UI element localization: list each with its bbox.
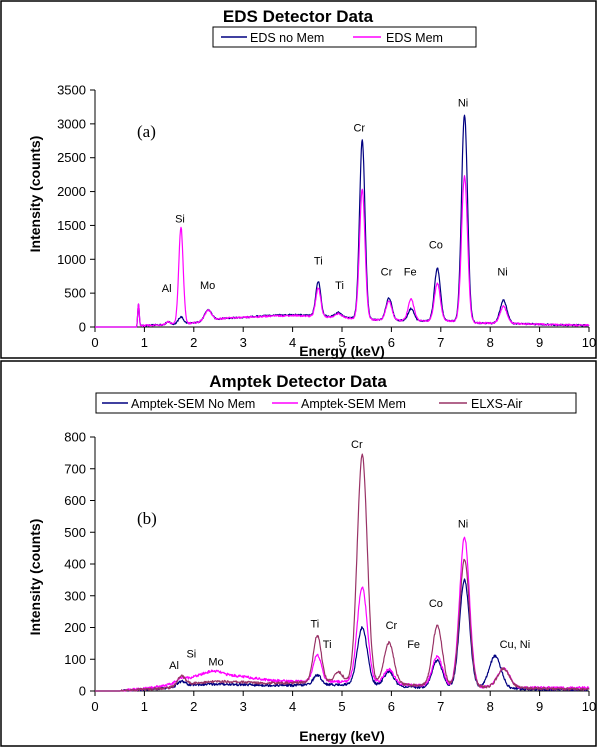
x-tick-label: 8 xyxy=(487,699,494,714)
peak-label: Fe xyxy=(404,267,417,279)
x-tick-label: 3 xyxy=(240,699,247,714)
peak-label: Mo xyxy=(200,280,215,292)
y-tick-label: 600 xyxy=(64,493,86,508)
plot-area: 0 500 1000 1500 2000 2500 3000 3500 0 1 2 3 4 5 6 7 8 9 10… xyxy=(57,83,596,351)
x-tick-label: 8 xyxy=(487,335,494,350)
x-tick-label: 6 xyxy=(388,335,395,350)
x-tick-label: 6 xyxy=(388,699,395,714)
series-line-elxs-air xyxy=(94,453,590,692)
x-tick-label: 10 xyxy=(582,335,596,350)
x-tick-label: 2 xyxy=(190,335,197,350)
peak-label: Cr xyxy=(351,439,363,451)
peak-label: Cu, Ni xyxy=(500,639,531,651)
peak-label: Mo xyxy=(208,657,223,669)
peak-label: Ti xyxy=(335,280,344,292)
y-tick-label: 800 xyxy=(64,430,86,445)
series-line-amptek-sem-no-mem xyxy=(94,578,590,692)
x-tick-label: 10 xyxy=(582,699,596,714)
legend-label-amptek-no-mem: Amptek-SEM No Mem xyxy=(131,397,255,411)
legend-box xyxy=(212,26,477,48)
peak-label: Ni xyxy=(458,97,468,109)
series-line-eds-mem xyxy=(94,175,590,328)
y-axis-title: Intensity (counts) xyxy=(27,519,43,636)
y-tick-label: 100 xyxy=(64,652,86,667)
y-tick-label: 1000 xyxy=(57,252,86,267)
y-tick-label: 300 xyxy=(64,588,86,603)
x-axis-title: Energy (keV) xyxy=(299,728,385,744)
x-tick-label: 5 xyxy=(338,699,345,714)
peak-label: Cr xyxy=(381,267,393,279)
x-tick-label: 9 xyxy=(536,699,543,714)
peak-label: Co xyxy=(429,598,443,610)
x-tick-label: 1 xyxy=(141,699,148,714)
legend-label-amptek-mem: Amptek-SEM Mem xyxy=(301,397,406,411)
x-tick-label: 4 xyxy=(289,335,296,350)
legend-box xyxy=(95,392,577,414)
peak-label: Cr xyxy=(386,620,398,632)
peak-label: Cr xyxy=(353,122,365,134)
legend-label-elxs-air: ELXS-Air xyxy=(471,397,522,411)
y-tick-label: 3500 xyxy=(57,83,86,98)
panel-border xyxy=(0,0,597,359)
peak-label: Ti xyxy=(310,619,319,631)
panel-border xyxy=(0,360,597,747)
x-axis-title: Energy (keV) xyxy=(299,343,385,359)
panel-label: (b) xyxy=(137,509,157,528)
peak-label: Ti xyxy=(314,256,323,268)
y-tick-label: 500 xyxy=(64,525,86,540)
y-tick-label: 2000 xyxy=(57,184,86,199)
x-tick-label: 9 xyxy=(536,335,543,350)
y-tick-label: 0 xyxy=(79,684,86,699)
panel-label: (a) xyxy=(137,122,156,141)
peak-label: Co xyxy=(429,239,443,251)
chart-title: EDS Detector Data xyxy=(223,7,374,26)
peak-label: Al xyxy=(162,283,172,295)
x-tick-label: 4 xyxy=(289,699,296,714)
legend-label-eds-mem: EDS Mem xyxy=(386,31,443,45)
chart-panel-eds: EDS Detector Data EDS no Mem EDS Mem (a)… xyxy=(0,0,597,359)
peak-label: Si xyxy=(175,214,185,226)
peak-label: Ni xyxy=(497,267,507,279)
peak-label: Ni xyxy=(458,518,468,530)
y-tick-label: 3000 xyxy=(57,116,86,131)
y-tick-label: 400 xyxy=(64,557,86,572)
legend: Amptek-SEM No Mem Amptek-SEM Mem ELXS-Ai… xyxy=(95,392,577,414)
chart-title: Amptek Detector Data xyxy=(209,372,387,391)
peak-label: Al xyxy=(169,660,179,672)
y-tick-label: 200 xyxy=(64,620,86,635)
x-tick-label: 7 xyxy=(437,699,444,714)
y-tick-label: 500 xyxy=(64,286,86,301)
x-tick-label: 1 xyxy=(141,335,148,350)
x-tick-label: 0 xyxy=(91,699,98,714)
peak-label: Ti xyxy=(323,639,332,651)
x-tick-label: 5 xyxy=(338,335,345,350)
peak-label: Si xyxy=(186,649,196,661)
y-tick-label: 0 xyxy=(79,320,86,335)
legend-label-eds-no-mem: EDS no Mem xyxy=(250,31,324,45)
x-tick-label: 7 xyxy=(437,335,444,350)
x-tick-label: 3 xyxy=(240,335,247,350)
y-tick-label: 1500 xyxy=(57,218,86,233)
peak-label: Fe xyxy=(407,639,420,651)
y-tick-label: 700 xyxy=(64,461,86,476)
y-axis-title: Intensity (counts) xyxy=(27,136,43,253)
y-tick-label: 2500 xyxy=(57,150,86,165)
x-tick-label: 2 xyxy=(190,699,197,714)
plot-area: 0 100 200 300 400 500 600 700 800 0 1 2 3 4 5 6 7 8 9 10 Al S… xyxy=(64,430,596,715)
chart-panel-amptek: Amptek Detector Data Amptek-SEM No Mem A… xyxy=(0,360,597,747)
legend: EDS no Mem EDS Mem xyxy=(212,26,477,48)
series-line-eds-no-mem xyxy=(94,114,590,328)
x-tick-label: 0 xyxy=(91,335,98,350)
